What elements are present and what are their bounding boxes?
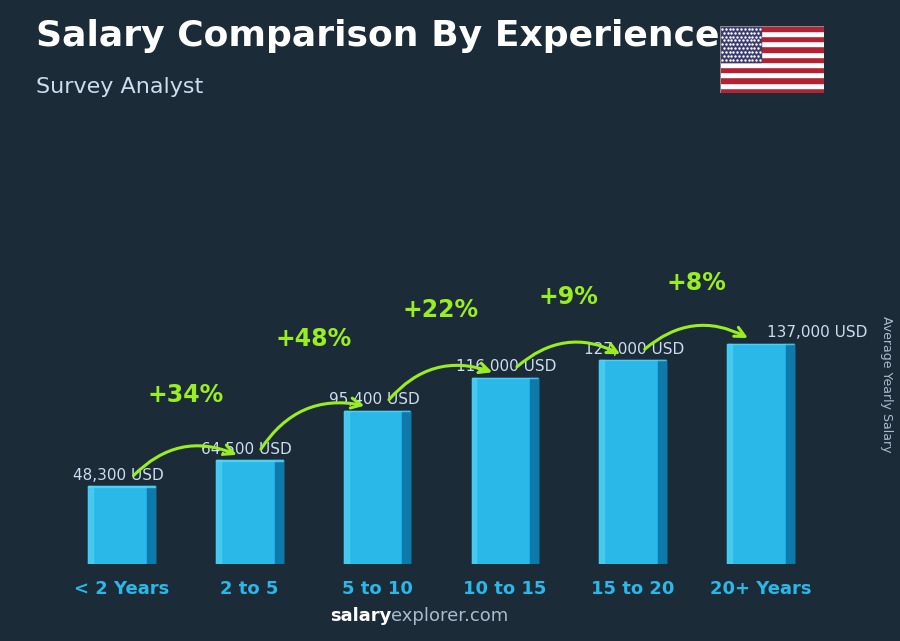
Bar: [88, 487, 93, 564]
Bar: [720, 67, 824, 72]
Bar: [88, 487, 155, 564]
Bar: [599, 360, 666, 564]
FancyArrowPatch shape: [389, 363, 489, 400]
Bar: [720, 46, 824, 51]
Text: 64,500 USD: 64,500 USD: [201, 442, 292, 457]
Bar: [720, 26, 761, 62]
Bar: [720, 26, 824, 31]
Text: explorer.com: explorer.com: [392, 607, 508, 625]
Bar: [216, 460, 283, 564]
Text: Survey Analyst: Survey Analyst: [36, 77, 203, 97]
FancyArrowPatch shape: [261, 398, 361, 449]
Text: +34%: +34%: [148, 383, 223, 408]
Bar: [720, 51, 824, 56]
Text: 116,000 USD: 116,000 USD: [456, 359, 557, 374]
Bar: [530, 378, 538, 564]
Text: 95,400 USD: 95,400 USD: [328, 392, 419, 407]
Bar: [720, 78, 824, 83]
FancyArrowPatch shape: [517, 342, 617, 367]
Bar: [599, 360, 604, 564]
Text: Average Yearly Salary: Average Yearly Salary: [880, 317, 893, 453]
Bar: [472, 378, 476, 564]
Bar: [720, 41, 824, 46]
Bar: [720, 62, 824, 67]
Text: 137,000 USD: 137,000 USD: [767, 326, 867, 340]
Bar: [344, 411, 348, 564]
Text: salary: salary: [330, 607, 392, 625]
Bar: [216, 460, 220, 564]
Text: +8%: +8%: [667, 271, 726, 296]
Bar: [720, 72, 824, 78]
Text: Salary Comparison By Experience: Salary Comparison By Experience: [36, 19, 719, 53]
Text: 127,000 USD: 127,000 USD: [584, 342, 684, 356]
Text: +9%: +9%: [539, 285, 599, 309]
Text: +22%: +22%: [403, 299, 479, 322]
Text: 48,300 USD: 48,300 USD: [73, 468, 164, 483]
FancyArrowPatch shape: [644, 325, 745, 349]
Bar: [720, 88, 824, 93]
Bar: [216, 460, 283, 461]
Bar: [720, 83, 824, 88]
Bar: [344, 411, 410, 564]
Text: +48%: +48%: [275, 327, 351, 351]
Bar: [472, 378, 538, 564]
Bar: [402, 411, 410, 564]
Bar: [727, 344, 794, 564]
Bar: [658, 360, 666, 564]
FancyArrowPatch shape: [133, 445, 234, 476]
Bar: [720, 36, 824, 41]
Bar: [727, 344, 732, 564]
Bar: [147, 487, 155, 564]
Bar: [720, 56, 824, 62]
Bar: [344, 411, 410, 412]
Bar: [720, 31, 824, 36]
Bar: [786, 344, 794, 564]
Bar: [274, 460, 283, 564]
